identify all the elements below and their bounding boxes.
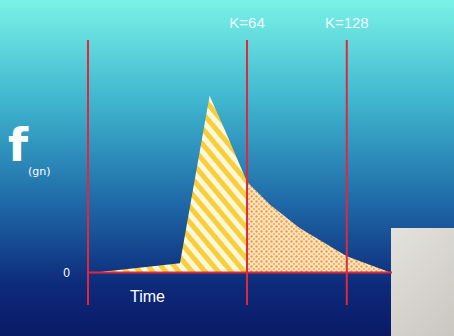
svg-text:0: 0 — [63, 266, 70, 280]
html-text:f: f — [8, 118, 28, 172]
html-text:(gn): (gn) — [28, 165, 51, 178]
svg-text:K=128: K=128 — [325, 14, 369, 31]
svg-text:K=64: K=64 — [229, 14, 264, 31]
html-text:Time: Time — [130, 288, 165, 305]
